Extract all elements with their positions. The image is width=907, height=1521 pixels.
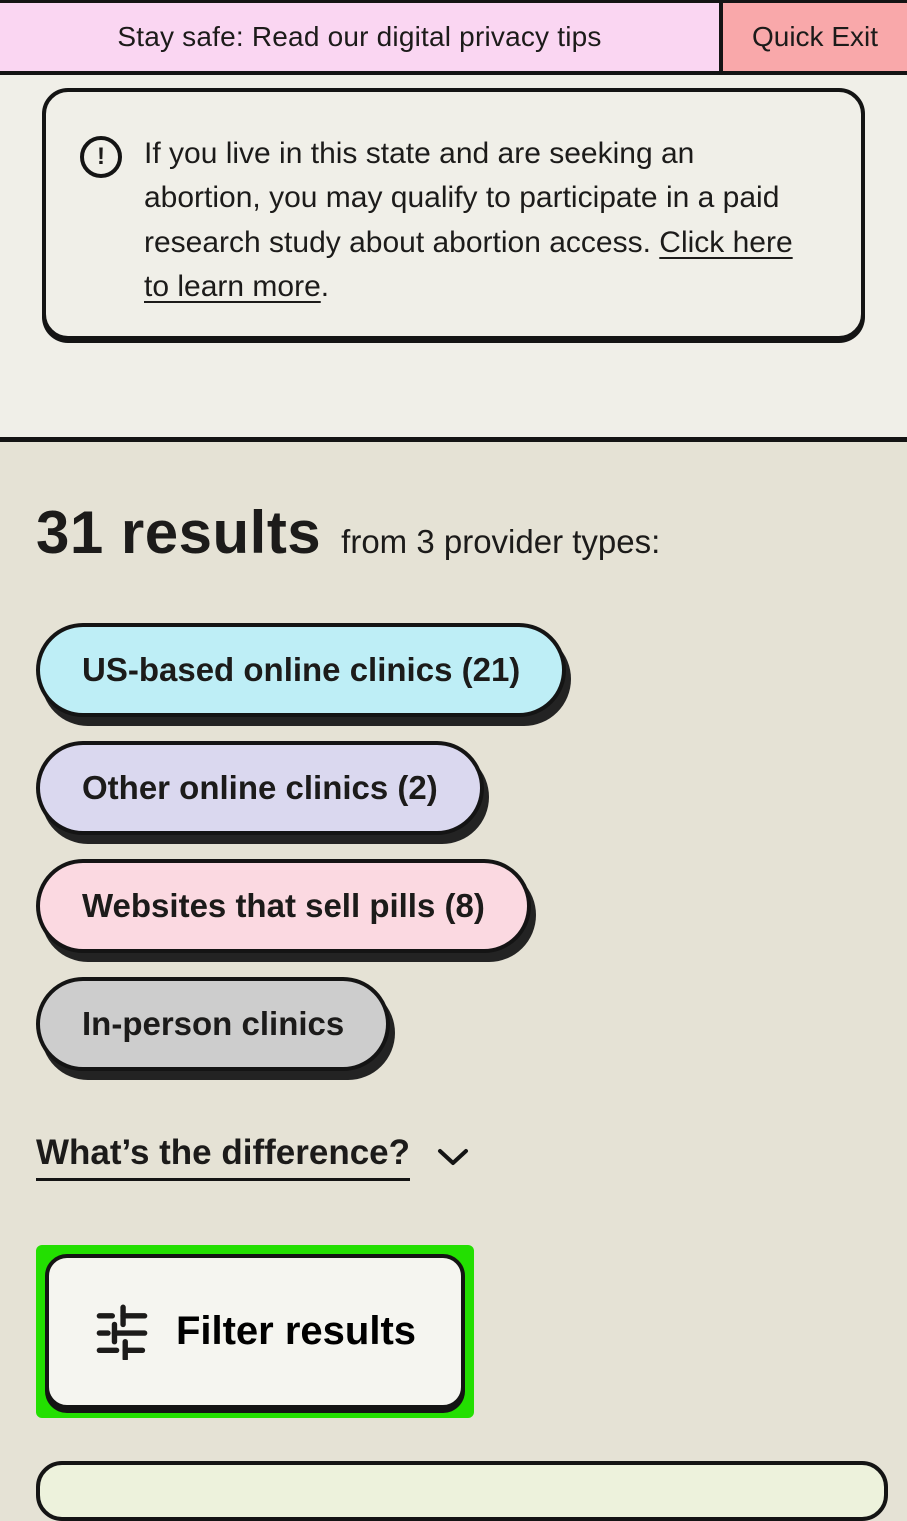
pill-label: Other online clinics (2) (82, 769, 438, 806)
quick-exit-label: Quick Exit (751, 21, 879, 52)
section-divider (0, 437, 907, 442)
filter-button-focus-ring: Filter results (36, 1245, 474, 1418)
learn-more-link[interactable]: Click here to learn more (144, 225, 793, 304)
pill-label: US-based online clinics (21) (82, 651, 521, 688)
pill-websites-that-sell-pills[interactable]: Websites that sell pills (8) (36, 859, 531, 953)
safety-banner: Stay safe: Read our digital privacy tips… (0, 0, 907, 75)
provider-pill-list: US-based online clinics (21) Other onlin… (36, 623, 871, 1071)
filter-results-label: Filter results (175, 1309, 417, 1353)
pill-in-person-clinics[interactable]: In-person clinics (36, 977, 391, 1071)
filter-sliders-icon (94, 1304, 150, 1360)
pill-other-online-clinics[interactable]: Other online clinics (2) (36, 741, 484, 835)
whats-the-difference-toggle[interactable]: What’s the difference? (36, 1133, 470, 1181)
privacy-tips-label: Stay safe: Read our digital privacy tips (117, 21, 602, 52)
pill-label: Websites that sell pills (8) (82, 887, 485, 924)
notice-period: . (320, 270, 330, 304)
research-study-notice: ! If you live in this state and are seek… (42, 88, 865, 340)
notice-text: If you live in this state and are seekin… (144, 132, 817, 303)
results-heading: 31 results from 3 provider types: (36, 442, 871, 567)
alert-icon: ! (80, 136, 122, 178)
pill-us-based-online-clinics[interactable]: US-based online clinics (21) (36, 623, 567, 717)
notice-body: If you live in this state and are seekin… (144, 137, 780, 259)
next-result-card-peek[interactable] (36, 1461, 888, 1521)
pill-label: In-person clinics (82, 1005, 345, 1042)
quick-exit-button[interactable]: Quick Exit (719, 3, 907, 71)
whats-the-difference-label: What’s the difference? (36, 1133, 411, 1181)
filter-results-button[interactable]: Filter results (45, 1254, 465, 1409)
chevron-down-icon (436, 1147, 470, 1167)
results-count: 31 results (36, 499, 322, 566)
notice-section: ! If you live in this state and are seek… (0, 75, 907, 437)
results-subtitle: from 3 provider types: (341, 523, 661, 560)
privacy-tips-link[interactable]: Stay safe: Read our digital privacy tips (0, 3, 719, 71)
results-section: 31 results from 3 provider types: US-bas… (0, 442, 907, 1521)
